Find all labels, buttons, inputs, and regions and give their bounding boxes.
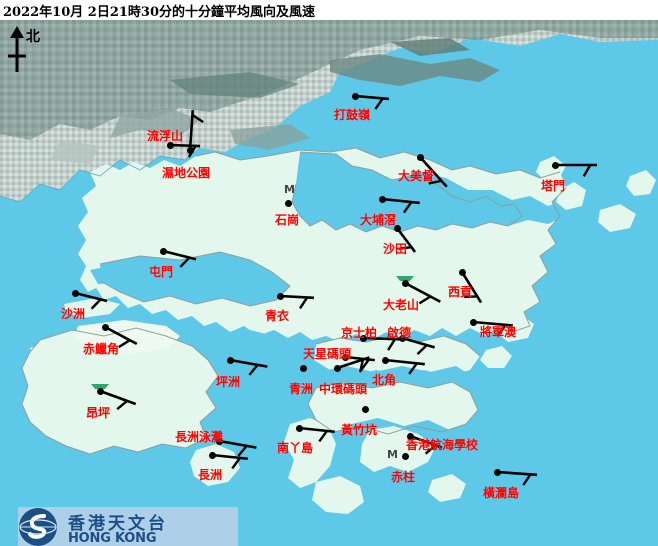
station-dot [343, 355, 348, 360]
station-dot [418, 155, 423, 160]
station-label: 沙洲 [61, 307, 86, 321]
station-label: 塔門 [541, 179, 566, 193]
station-label: 北角 [372, 373, 397, 387]
station-label: 橫瀾島 [483, 486, 520, 500]
station-dot [403, 454, 408, 459]
title-bar: 2022年10月 2日21時30分的十分鐘平均風向及風速 [0, 0, 658, 20]
station-label: 西貢 [448, 285, 473, 299]
wind-barb [555, 163, 597, 177]
north-arrow: 北 [4, 24, 50, 76]
wind-barb [419, 156, 448, 188]
station-label: 天星碼頭 [303, 347, 352, 361]
station-label: 昂坪 [86, 406, 111, 420]
station-label: 長洲 [198, 468, 223, 482]
wind-barb [336, 356, 370, 373]
wind-barb [188, 110, 204, 151]
station-dot [301, 366, 306, 371]
station-dot [297, 426, 302, 431]
logo-english-name: HONG KONG OBSERVATORY [68, 531, 157, 546]
station-label: 京士柏 [341, 326, 378, 340]
station-dot [188, 148, 193, 153]
station-label: 坪洲 [216, 375, 241, 389]
wind-barb [229, 358, 268, 376]
station-dot [161, 249, 166, 254]
station-dot [383, 358, 388, 363]
station-label: 長洲泳灘 [175, 430, 224, 444]
station-label: 南丫島 [277, 441, 314, 455]
wind-barb [344, 355, 375, 371]
station-label: 流浮山 [147, 129, 184, 143]
station-label: 大老山 [383, 298, 420, 312]
wind-barb [211, 453, 248, 470]
station-dot [103, 325, 108, 330]
station-label: 赤鱲角 [83, 342, 120, 356]
station-label: 大埔滘 [360, 213, 397, 227]
station-dot [380, 197, 385, 202]
station-dot [400, 336, 405, 341]
north-label: 北 [26, 29, 40, 45]
station-label: 青洲 [289, 382, 314, 396]
wind-barb [74, 291, 108, 310]
station-label: 赤柱 [391, 470, 416, 484]
wind-barb [218, 439, 257, 457]
wind-barb [362, 336, 404, 351]
station-dot [471, 320, 476, 325]
hko-logo: 香港天文台 HONG KONG OBSERVATORY [18, 507, 238, 546]
wind-barb [162, 249, 197, 268]
wind-barb [298, 426, 335, 443]
station-label: 屯門 [149, 265, 174, 279]
station-dot [553, 163, 558, 168]
station-label: 大美督 [398, 169, 435, 183]
logo-chinese-name: 香港天文台 [68, 514, 168, 534]
station-dot [286, 201, 291, 206]
wind-barb [354, 94, 389, 110]
station-dot [361, 336, 366, 341]
station-dot [168, 143, 173, 148]
station-dot [98, 389, 103, 394]
station-dot [278, 294, 283, 299]
station-label: 濕地公園 [162, 166, 211, 180]
hko-logo-icon [19, 508, 57, 546]
station-dot [217, 439, 222, 444]
page-title: 2022年10月 2日21時30分的十分鐘平均風向及風速 [3, 5, 316, 20]
north-arrow-icon [8, 26, 26, 72]
station-label: 石崗 [275, 213, 300, 227]
station-dot [73, 291, 78, 296]
station-label: 啟德 [387, 326, 412, 340]
station-dot [495, 470, 500, 475]
map-canvas[interactable]: 北 打鼓嶺流浮山濕地公園 M 石崗 大美督塔門大埔滘沙田西貢 屯門沙洲赤鱲角昂坪 青衣 大老… [0, 20, 658, 546]
wind-barb [409, 434, 443, 455]
missing-data-flag: M [387, 448, 398, 461]
wind-barb [496, 470, 537, 486]
station-dot [228, 358, 233, 363]
station-dot [335, 366, 340, 371]
station-label: 將軍澳 [480, 325, 517, 339]
station-dot [408, 434, 413, 439]
wind-barb [279, 294, 315, 309]
station-label: 青衣 [265, 309, 290, 323]
station-dot [395, 226, 400, 231]
station-label: 香港航海學校 [406, 438, 479, 452]
wind-barb [384, 358, 425, 375]
station-dot [210, 453, 215, 458]
station-label: 沙田 [383, 242, 408, 256]
wind-barb [472, 320, 513, 337]
wind-barb [401, 336, 436, 356]
wind-barb [104, 325, 138, 349]
station-dot [363, 407, 368, 412]
station-label: 打鼓嶺 [334, 108, 371, 122]
missing-data-flag: M [284, 183, 295, 196]
wind-barb [460, 271, 483, 304]
wind-barb [395, 227, 417, 253]
station-dot [353, 94, 358, 99]
station-label: 黃竹坑 [341, 423, 378, 437]
station-label: 中環碼頭 [319, 382, 368, 396]
station-dot [460, 270, 465, 275]
station-dot [403, 281, 408, 286]
map-base-geography [0, 20, 658, 546]
wind-barb [381, 197, 420, 214]
